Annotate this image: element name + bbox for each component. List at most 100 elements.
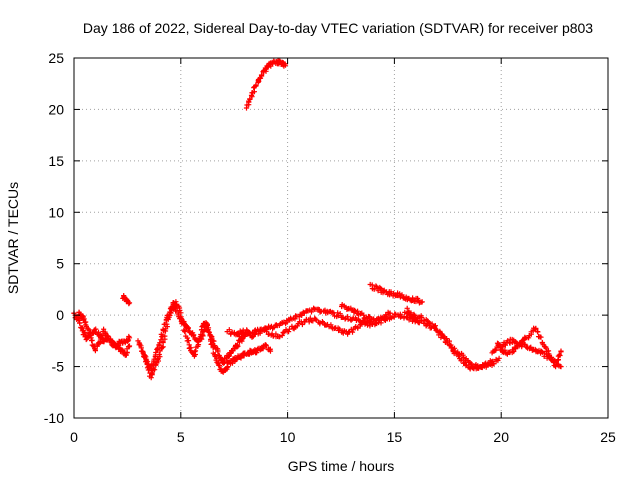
data-point bbox=[198, 331, 204, 338]
data-point bbox=[434, 328, 440, 334]
data-point bbox=[142, 354, 148, 360]
data-point bbox=[83, 336, 89, 343]
data-point bbox=[195, 338, 201, 344]
data-point bbox=[535, 329, 541, 335]
data-point bbox=[299, 321, 305, 328]
data-point bbox=[511, 348, 517, 355]
y-tick-label: 0 bbox=[56, 307, 64, 323]
axis-ticks bbox=[73, 57, 609, 419]
data-point bbox=[238, 354, 244, 360]
data-point bbox=[97, 338, 103, 344]
data-point bbox=[484, 362, 490, 368]
data-point bbox=[84, 336, 90, 342]
data-point bbox=[210, 345, 216, 351]
data-point bbox=[355, 308, 361, 314]
data-point bbox=[81, 316, 87, 322]
data-point bbox=[143, 357, 150, 363]
data-point bbox=[173, 299, 179, 305]
data-point bbox=[156, 351, 162, 358]
y-tick-label: 25 bbox=[48, 50, 64, 66]
x-axis-label: GPS time / hours bbox=[288, 458, 395, 474]
data-point bbox=[157, 348, 163, 354]
series-arc-13 bbox=[404, 305, 496, 372]
data-point bbox=[251, 89, 257, 95]
data-point bbox=[300, 309, 306, 315]
x-tick-label: 10 bbox=[280, 429, 296, 445]
data-point bbox=[226, 327, 232, 333]
data-point bbox=[260, 346, 266, 352]
x-tick-label: 20 bbox=[493, 429, 509, 445]
x-tick-label: 15 bbox=[387, 429, 403, 445]
data-point bbox=[126, 343, 133, 349]
data-point bbox=[196, 335, 202, 341]
data-point bbox=[336, 326, 343, 332]
data-point bbox=[85, 326, 91, 332]
data-point bbox=[204, 321, 210, 327]
data-point bbox=[101, 326, 107, 332]
data-point bbox=[234, 342, 241, 348]
x-tick-label: 0 bbox=[70, 429, 78, 445]
data-point bbox=[192, 349, 198, 355]
series-arc-10 bbox=[339, 302, 376, 322]
data-point bbox=[224, 364, 230, 370]
data-point bbox=[539, 349, 545, 355]
data-point bbox=[263, 343, 269, 349]
data-point bbox=[182, 328, 188, 334]
data-point bbox=[177, 307, 183, 313]
data-point bbox=[215, 349, 221, 355]
data-point bbox=[528, 344, 534, 350]
data-point bbox=[349, 329, 356, 335]
series-arc-8 bbox=[233, 309, 393, 340]
data-point bbox=[459, 356, 465, 362]
data-point bbox=[152, 367, 158, 373]
data-point bbox=[126, 301, 132, 307]
series-arc-15 bbox=[494, 325, 564, 370]
data-point bbox=[455, 350, 461, 357]
series-arc-11 bbox=[367, 281, 425, 306]
data-point bbox=[493, 347, 499, 353]
data-point bbox=[267, 348, 274, 354]
series-arc-6 bbox=[224, 342, 274, 366]
data-point bbox=[164, 321, 170, 327]
data-point bbox=[191, 332, 197, 338]
data-point bbox=[263, 342, 269, 348]
series-arc-5 bbox=[139, 299, 231, 381]
data-point bbox=[550, 356, 556, 363]
x-tick-label: 5 bbox=[177, 429, 185, 445]
data-point bbox=[310, 318, 316, 324]
data-point bbox=[108, 338, 114, 344]
data-point bbox=[419, 299, 425, 305]
data-point bbox=[543, 345, 549, 351]
data-point bbox=[77, 320, 83, 326]
data-point bbox=[149, 371, 155, 377]
data-point bbox=[284, 319, 290, 325]
data-point bbox=[441, 334, 447, 340]
data-point bbox=[126, 335, 133, 341]
data-point bbox=[557, 352, 563, 359]
data-point bbox=[369, 282, 375, 288]
data-point bbox=[513, 346, 519, 352]
data-point bbox=[282, 62, 289, 68]
data-point bbox=[185, 338, 192, 344]
data-point bbox=[160, 339, 166, 346]
data-point bbox=[148, 375, 154, 381]
data-point bbox=[207, 332, 213, 338]
data-point bbox=[279, 332, 285, 339]
data-point bbox=[502, 347, 508, 353]
data-point bbox=[533, 326, 539, 332]
data-point bbox=[313, 316, 319, 322]
data-point bbox=[181, 321, 187, 327]
x-tick-label: 25 bbox=[600, 429, 616, 445]
data-point bbox=[370, 316, 376, 322]
data-point bbox=[433, 327, 439, 333]
data-point bbox=[286, 329, 292, 335]
data-point bbox=[408, 310, 414, 316]
data-point bbox=[92, 348, 98, 354]
data-point bbox=[387, 310, 393, 316]
plot-frame bbox=[73, 57, 609, 419]
data-point bbox=[125, 338, 131, 344]
series-arc-3 bbox=[120, 293, 133, 307]
y-tick-label: 10 bbox=[48, 204, 64, 220]
data-point bbox=[558, 348, 564, 354]
